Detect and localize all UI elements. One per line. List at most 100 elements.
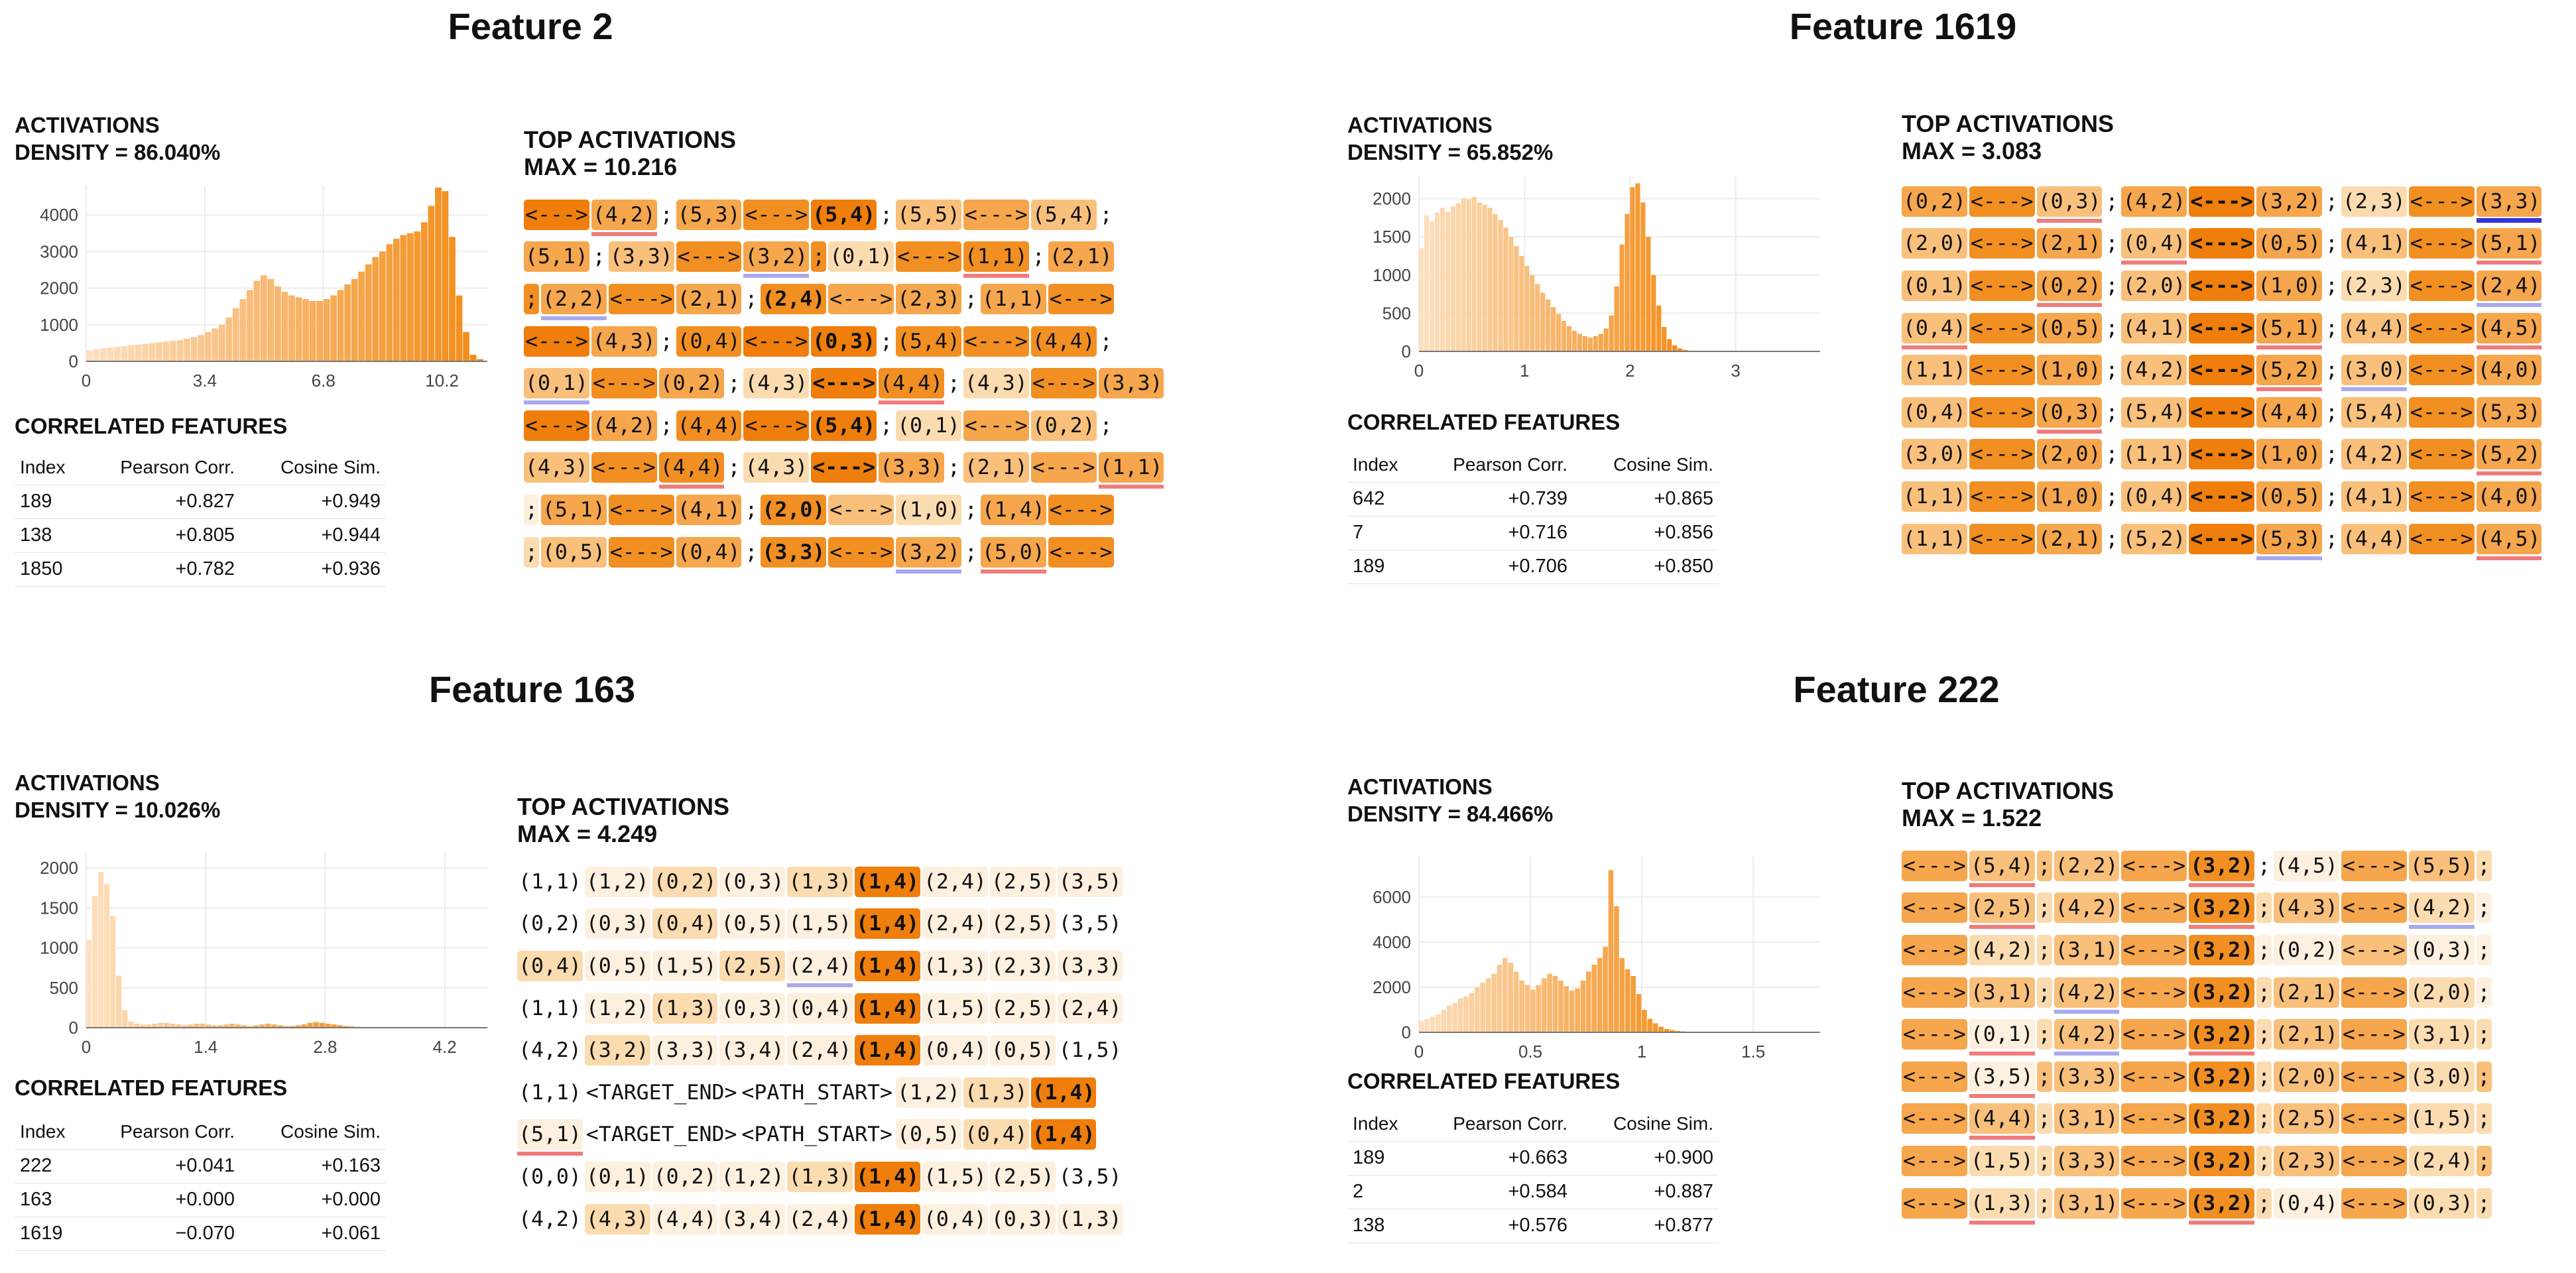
histogram-bar bbox=[212, 1025, 217, 1028]
activation-token: (1,4) bbox=[855, 866, 920, 897]
histogram-bar bbox=[1455, 203, 1461, 351]
activation-token: (3,4) bbox=[719, 1035, 786, 1066]
activation-token: (4,2) bbox=[2408, 892, 2475, 930]
histogram-bar bbox=[176, 339, 184, 361]
activation-token: (0,4) bbox=[676, 536, 742, 568]
activation-token: ; bbox=[964, 286, 977, 311]
activation-token: ; bbox=[2036, 1187, 2052, 1219]
activation-example-row: (1,1) <---> (1,0); (0,4) <---> (0,5); (4,1) <--… bbox=[1902, 475, 2576, 518]
max-activation-label: MAX = 1.522 bbox=[1902, 804, 2042, 831]
activation-token: (1,2) bbox=[584, 866, 650, 897]
activation-token: ; bbox=[2105, 526, 2118, 551]
activation-token: (0,1) bbox=[896, 410, 961, 441]
histogram-bar bbox=[275, 286, 281, 361]
histogram-bar bbox=[176, 1024, 182, 1028]
activation-token: <---> bbox=[2341, 934, 2407, 965]
histogram-bar bbox=[344, 284, 351, 361]
histogram-bar bbox=[128, 1021, 134, 1028]
activation-example-row: (1,1) <TARGET_END> <PATH_START> (1,2) (1,3)(… bbox=[517, 1071, 1213, 1114]
histogram-bar bbox=[1530, 989, 1536, 1032]
activation-token: (5,4) bbox=[1030, 199, 1097, 230]
activation-token: (2,5) bbox=[2274, 1103, 2339, 1134]
histogram-bar bbox=[229, 1023, 235, 1028]
activation-token: (3,2) bbox=[2189, 1187, 2255, 1225]
activation-token: (4,2) bbox=[2341, 439, 2407, 470]
activation-token: <---> bbox=[2121, 1019, 2187, 1050]
activation-token: (5,4) bbox=[811, 199, 877, 230]
column-header: Cosine Sim. bbox=[1573, 1107, 1719, 1142]
activation-token: ; bbox=[880, 413, 893, 438]
activation-token: (5,4) bbox=[1969, 850, 2035, 887]
histogram-bar bbox=[1609, 315, 1614, 351]
histogram-bar bbox=[1436, 1014, 1441, 1032]
table-cell: +0.805 bbox=[94, 518, 240, 553]
activation-token: <---> bbox=[743, 410, 810, 441]
activation-token: ; bbox=[2476, 850, 2492, 881]
activation-token: (0,1) bbox=[1902, 270, 1967, 301]
activation-histogram: 0 1000 2000 3000 4000 0 3.4 6.8 10.2 bbox=[40, 186, 487, 391]
activation-token: ; bbox=[2256, 1061, 2272, 1092]
x-tick-label: 0 bbox=[1414, 1042, 1424, 1061]
histogram-bar bbox=[1424, 1018, 1430, 1032]
activation-token: <---> bbox=[743, 199, 810, 230]
activation-token: (0,2) bbox=[1030, 410, 1097, 441]
activation-token: <---> bbox=[2189, 355, 2255, 386]
activation-token: <---> bbox=[1048, 536, 1114, 568]
histogram-bar bbox=[134, 1023, 140, 1028]
activation-token: <TARGET_END> bbox=[585, 1122, 737, 1147]
activation-token: ; bbox=[727, 455, 741, 480]
histogram-bar bbox=[414, 231, 421, 361]
y-tick-label: 500 bbox=[50, 978, 78, 998]
histogram-bar bbox=[1466, 199, 1471, 351]
column-header: Cosine Sim. bbox=[1573, 448, 1719, 483]
activation-token: <---> bbox=[524, 326, 589, 357]
activation-token: <---> bbox=[1030, 452, 1097, 483]
histogram-bar bbox=[1646, 237, 1651, 351]
activation-token: ; bbox=[524, 494, 539, 525]
histogram-bar bbox=[265, 1023, 271, 1028]
activation-token: (1,1) bbox=[963, 241, 1029, 278]
activation-example-row: ; (0,5) <---> (0,4); (3,3) <---> (3,2); (5,0) <-… bbox=[524, 531, 1220, 574]
table-row: 189 +0.827 +0.949 bbox=[15, 485, 386, 519]
activation-token: <---> bbox=[1902, 892, 1967, 924]
activation-token: ; bbox=[880, 329, 893, 353]
activation-token: (4,2) bbox=[591, 410, 657, 441]
histogram-bar bbox=[463, 332, 469, 361]
activation-token: (4,1) bbox=[2341, 481, 2407, 512]
histogram-bar bbox=[1508, 237, 1514, 351]
activation-token: <---> bbox=[1902, 1187, 1967, 1219]
activation-token: <---> bbox=[2408, 270, 2475, 301]
feature-title: Feature 1619 bbox=[1789, 5, 2017, 47]
activation-token: (4,4) bbox=[1030, 326, 1097, 357]
activation-token: <---> bbox=[896, 241, 961, 273]
activation-token: (4,0) bbox=[2476, 481, 2542, 512]
activation-token: (1,5) bbox=[652, 950, 718, 981]
activation-token: (0,4) bbox=[676, 326, 742, 357]
activation-token: (2,0) bbox=[1902, 228, 1967, 259]
histogram-bar bbox=[1608, 870, 1614, 1032]
histogram-bar bbox=[271, 1024, 277, 1028]
histogram-bar bbox=[1619, 244, 1625, 351]
activation-histogram: 0 2000 4000 6000 0 0.5 1 1.5 bbox=[1373, 857, 1820, 1061]
histogram-bar bbox=[1561, 320, 1567, 351]
histogram-bar bbox=[1503, 957, 1508, 1032]
table-cell: +0.163 bbox=[240, 1149, 386, 1183]
activation-token: ; bbox=[2476, 1019, 2492, 1050]
activation-example-row: (5,1); (3,3) <---> (3,2); (0,1) <---> (1,1); (2… bbox=[524, 236, 1220, 278]
activation-token: ; bbox=[2105, 189, 2118, 213]
histogram-bar bbox=[358, 271, 365, 361]
activation-token: (2,0) bbox=[2036, 439, 2103, 470]
histogram-bar bbox=[170, 1023, 176, 1028]
histogram-bar bbox=[1675, 1030, 1681, 1032]
histogram-bar bbox=[1419, 1021, 1424, 1032]
column-header: Cosine Sim. bbox=[240, 451, 386, 485]
histogram-bar bbox=[1530, 274, 1535, 351]
activation-example-row: <---> (4,3); (0,4) <---> (0,3); (5,4) <---> (4,… bbox=[524, 320, 1220, 363]
activation-example-row: (1,1) <---> (2,1); (5,2) <---> (5,3); (4,4) <--… bbox=[1902, 518, 2576, 560]
histogram-bar bbox=[302, 299, 309, 361]
correlated-features-table: Index Pearson Corr. Cosine Sim. 189 +0.663 +0… bbox=[1347, 1107, 1719, 1243]
activation-token: (1,1) bbox=[1902, 355, 1967, 386]
y-tick-label: 4000 bbox=[40, 205, 78, 225]
activation-example-row: (0,1) <---> (0,2); (4,3) <---> (4,4); (4,3) <--… bbox=[524, 362, 1220, 405]
activation-token: (3,2) bbox=[2189, 934, 2255, 965]
